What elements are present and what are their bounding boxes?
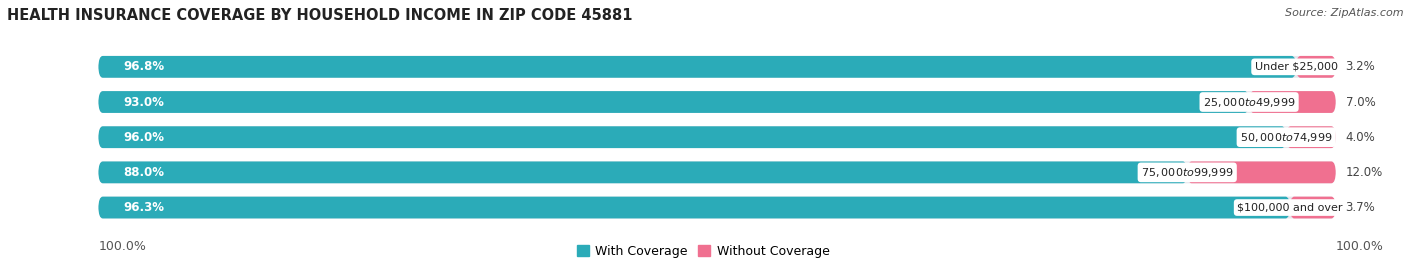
Text: Source: ZipAtlas.com: Source: ZipAtlas.com bbox=[1285, 8, 1403, 18]
FancyBboxPatch shape bbox=[98, 161, 1336, 183]
Text: 100.0%: 100.0% bbox=[1336, 240, 1384, 253]
Text: 96.0%: 96.0% bbox=[124, 131, 165, 144]
Text: 4.0%: 4.0% bbox=[1346, 131, 1375, 144]
FancyBboxPatch shape bbox=[98, 126, 1286, 148]
FancyBboxPatch shape bbox=[1187, 161, 1336, 183]
FancyBboxPatch shape bbox=[98, 91, 1336, 113]
Text: $25,000 to $49,999: $25,000 to $49,999 bbox=[1204, 95, 1295, 108]
Text: 12.0%: 12.0% bbox=[1346, 166, 1384, 179]
Text: 3.2%: 3.2% bbox=[1346, 60, 1375, 73]
FancyBboxPatch shape bbox=[1249, 91, 1336, 113]
FancyBboxPatch shape bbox=[1296, 56, 1336, 78]
Text: 93.0%: 93.0% bbox=[124, 95, 165, 108]
FancyBboxPatch shape bbox=[98, 197, 1336, 218]
FancyBboxPatch shape bbox=[98, 56, 1296, 78]
FancyBboxPatch shape bbox=[98, 91, 1249, 113]
FancyBboxPatch shape bbox=[1289, 197, 1336, 218]
Text: 100.0%: 100.0% bbox=[98, 240, 146, 253]
FancyBboxPatch shape bbox=[98, 161, 1187, 183]
Text: Under $25,000: Under $25,000 bbox=[1254, 62, 1337, 72]
Text: 3.7%: 3.7% bbox=[1346, 201, 1375, 214]
Text: 7.0%: 7.0% bbox=[1346, 95, 1375, 108]
Text: $50,000 to $74,999: $50,000 to $74,999 bbox=[1240, 131, 1333, 144]
Text: 96.8%: 96.8% bbox=[124, 60, 165, 73]
FancyBboxPatch shape bbox=[1286, 126, 1336, 148]
FancyBboxPatch shape bbox=[98, 126, 1336, 148]
Text: $75,000 to $99,999: $75,000 to $99,999 bbox=[1142, 166, 1233, 179]
FancyBboxPatch shape bbox=[98, 56, 1336, 78]
Legend: With Coverage, Without Coverage: With Coverage, Without Coverage bbox=[572, 240, 834, 263]
FancyBboxPatch shape bbox=[98, 197, 1289, 218]
Text: $100,000 and over: $100,000 and over bbox=[1237, 203, 1343, 213]
Text: HEALTH INSURANCE COVERAGE BY HOUSEHOLD INCOME IN ZIP CODE 45881: HEALTH INSURANCE COVERAGE BY HOUSEHOLD I… bbox=[7, 8, 633, 23]
Text: 88.0%: 88.0% bbox=[124, 166, 165, 179]
Text: 96.3%: 96.3% bbox=[124, 201, 165, 214]
